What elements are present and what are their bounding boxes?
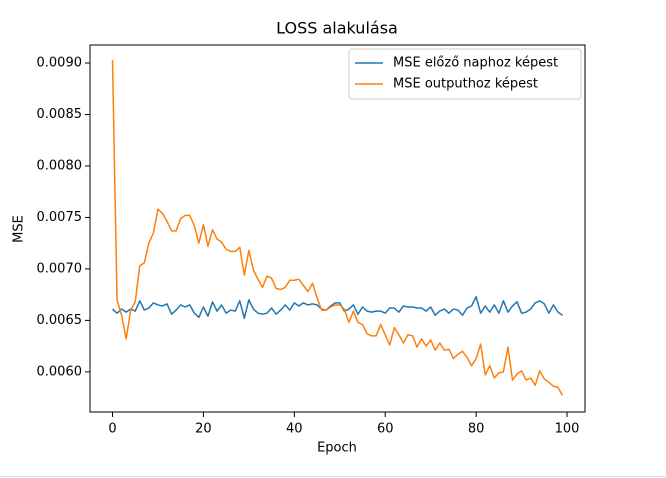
y-axis-label: MSE <box>12 215 27 243</box>
x-tick-label: 100 <box>555 422 580 437</box>
y-tick-label: 0.0075 <box>37 210 83 225</box>
legend-label: MSE előző naphoz képest <box>393 56 558 71</box>
y-tick-label: 0.0065 <box>37 313 83 328</box>
x-tick-label: 80 <box>468 422 485 437</box>
chart-title: LOSS alakulása <box>276 19 398 38</box>
y-tick-label: 0.0070 <box>37 261 83 276</box>
x-tick-label: 20 <box>195 422 212 437</box>
legend-box <box>348 48 582 100</box>
x-tick-label: 0 <box>108 422 116 437</box>
legend-label: MSE outputhoz képest <box>393 77 538 92</box>
y-tick-label: 0.0060 <box>37 364 83 379</box>
axes-frame <box>89 44 586 413</box>
line-series <box>111 295 563 320</box>
y-tick-label: 0.0085 <box>37 107 83 122</box>
y-tick-label: 0.0090 <box>37 56 83 71</box>
line-series <box>111 59 564 396</box>
x-tick-label: 40 <box>286 422 303 437</box>
x-axis-label: Epoch <box>317 441 357 456</box>
x-tick-label: 60 <box>377 422 394 437</box>
y-tick-label: 0.0080 <box>37 158 83 173</box>
